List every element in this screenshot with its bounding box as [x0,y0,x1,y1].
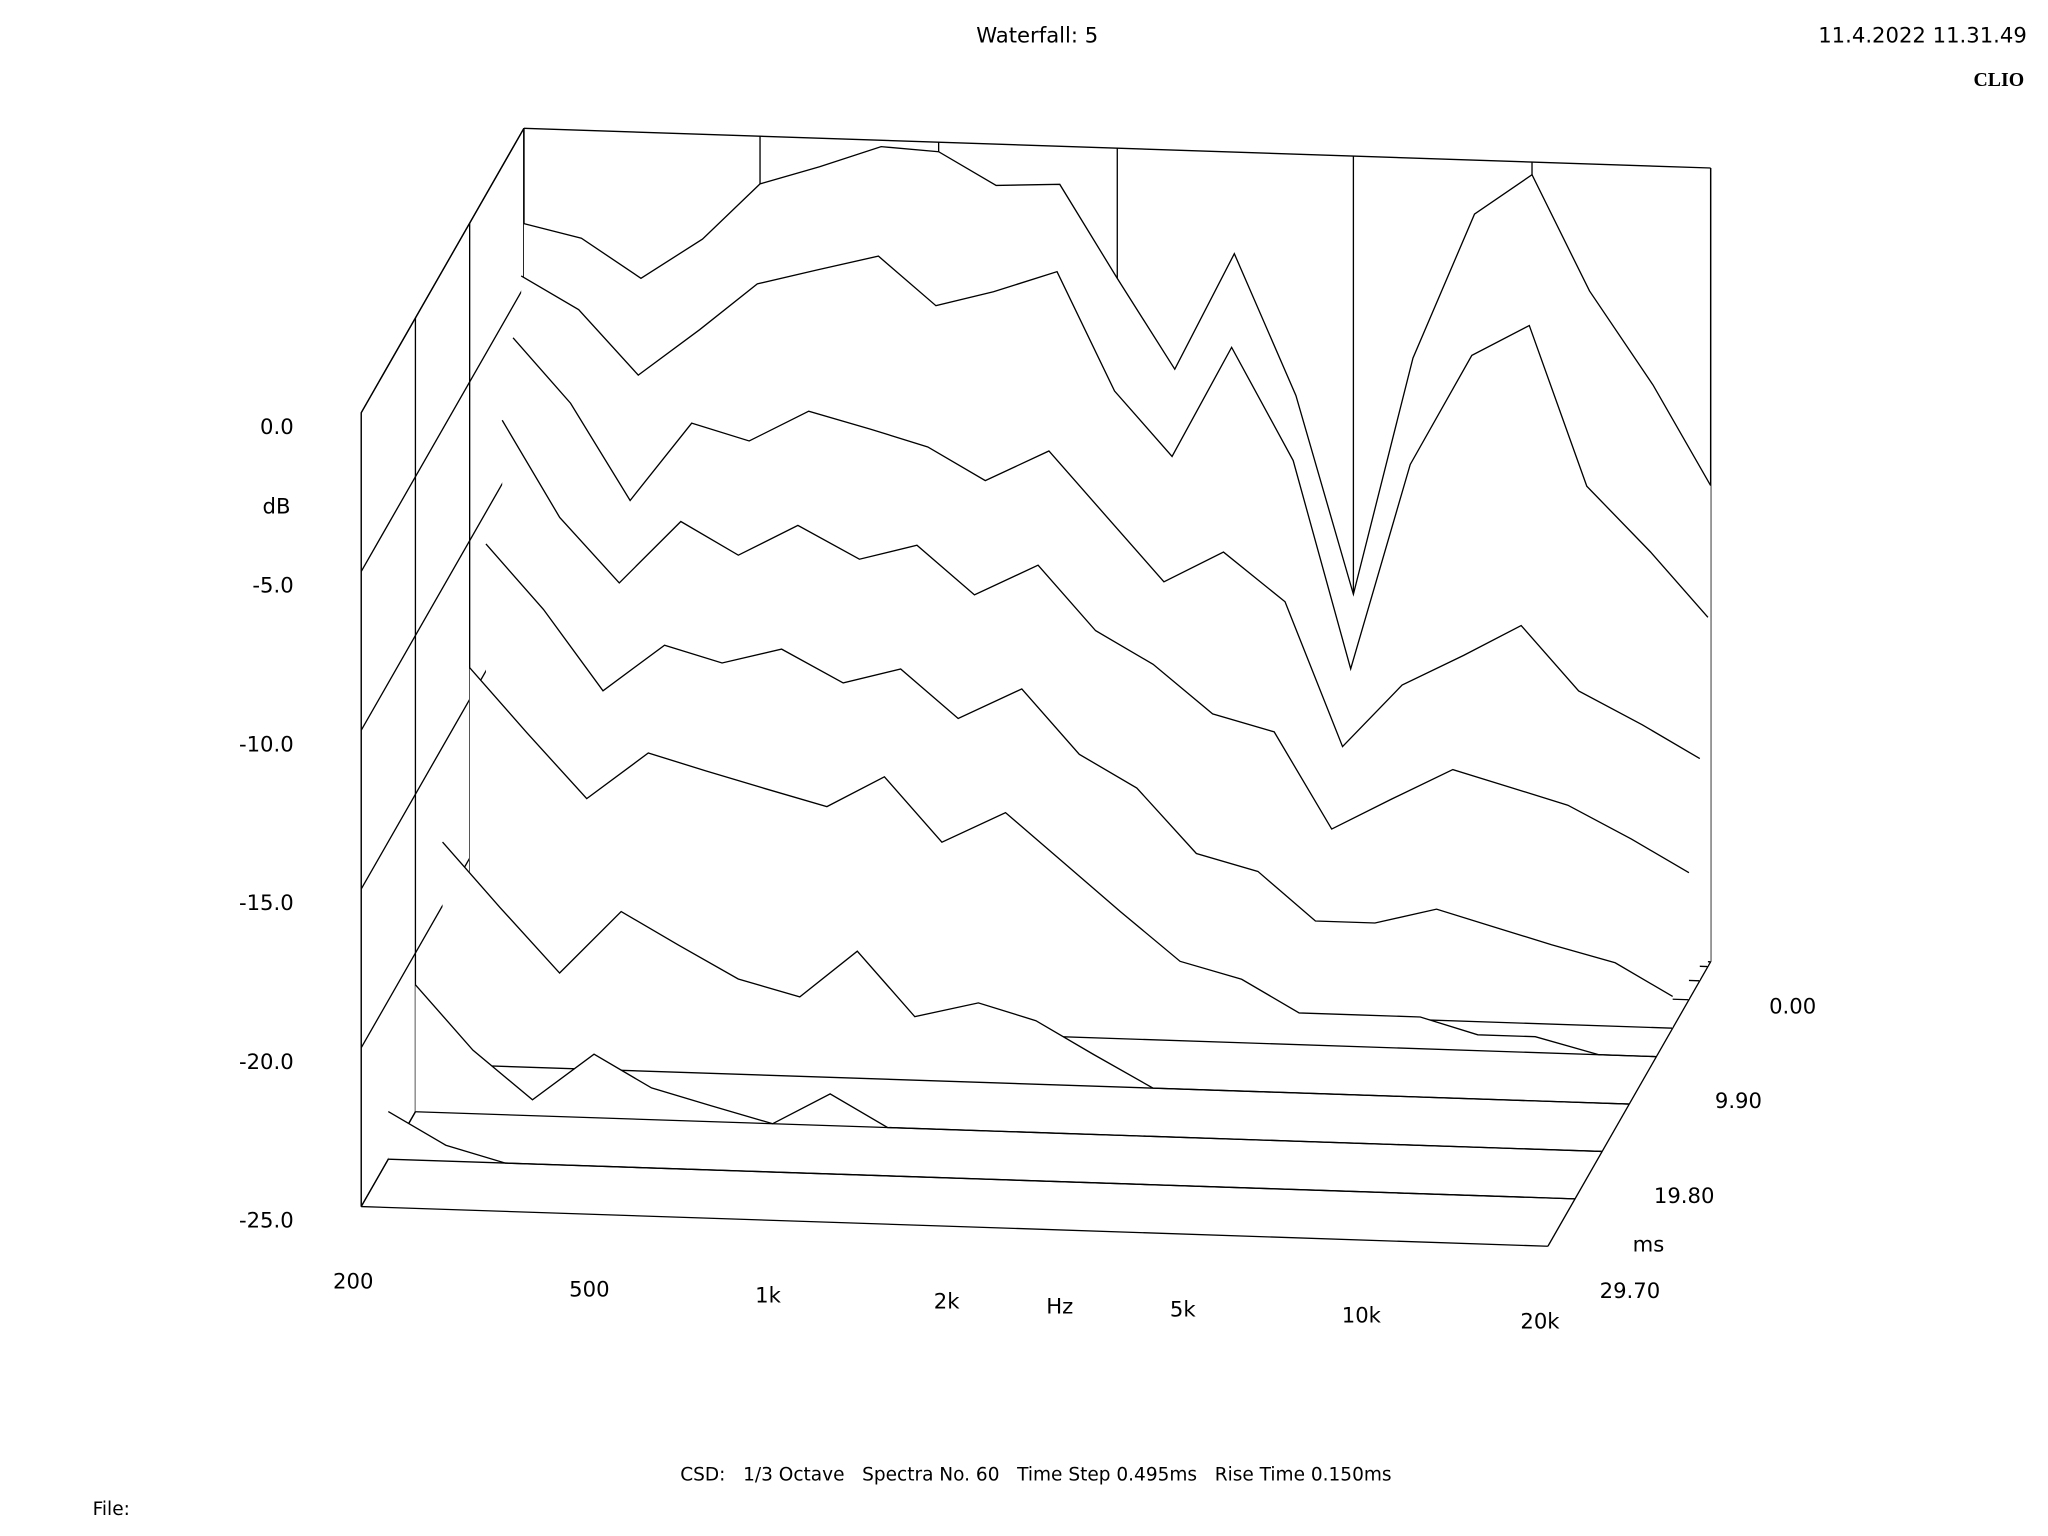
y-tick-label: -15.0 [239,890,294,915]
z-tick-label: 29.70 [1600,1278,1661,1303]
frame-edge [361,1205,1548,1247]
grid-line [360,445,525,731]
x-tick-label: 10k [1342,1302,1382,1327]
spectrum-line [485,543,1673,998]
x-tick-label: 2k [934,1288,960,1313]
spectrum-line [523,145,1712,597]
z-axis-label: ms [1633,1232,1665,1257]
curve-mask [415,984,1603,1152]
z-tick-label: 9.90 [1715,1088,1762,1113]
spectrum-line [442,841,1630,1105]
curve-mask [442,842,1630,1105]
z-tick-label: 0.00 [1769,993,1816,1018]
spectrum-line [501,419,1690,874]
settings-note: CSD: 1/3 Octave Spectra No. 60 Time Step… [680,1464,1391,1485]
timestamp: 11.4.2022 11.31.49 [1818,22,2027,47]
spectrum-line [387,1110,1576,1200]
file-label: File: [93,1499,130,1520]
y-axis-label: dB [263,493,291,518]
plot-area: 0.0 -5.0 -10.0 -15.0 -20.0 -25.0 0.00 9.90 19.80… [239,127,1816,1333]
spectrum-line [512,337,1701,760]
spectrum-line [520,255,1709,672]
x-tick-label: 200 [333,1269,373,1294]
grid-line [360,128,525,414]
x-tick-label: 5k [1170,1296,1196,1321]
x-tick-label: 1k [755,1282,781,1307]
brand: CLIO [1973,69,2024,91]
chart-title: Waterfall: 5 [976,22,1098,47]
x-axis-label: Hz [1046,1294,1073,1319]
spectrum-line [414,984,1603,1153]
y-tick-label: -20.0 [239,1049,294,1074]
curve-mask [388,1111,1576,1199]
curve-mask [469,667,1657,1057]
x-tick-label: 20k [1520,1308,1560,1333]
grid-line [360,286,525,572]
z-tick-label: 19.80 [1654,1183,1715,1208]
y-tick-label: -25.0 [239,1208,294,1233]
frame-edge [523,127,1711,169]
y-tick-label: -5.0 [252,573,293,598]
x-tick-label: 500 [569,1276,609,1301]
y-tick-label: -10.0 [239,731,294,756]
spectrum-line [469,667,1657,1058]
y-tick-label: 0.0 [260,414,294,439]
